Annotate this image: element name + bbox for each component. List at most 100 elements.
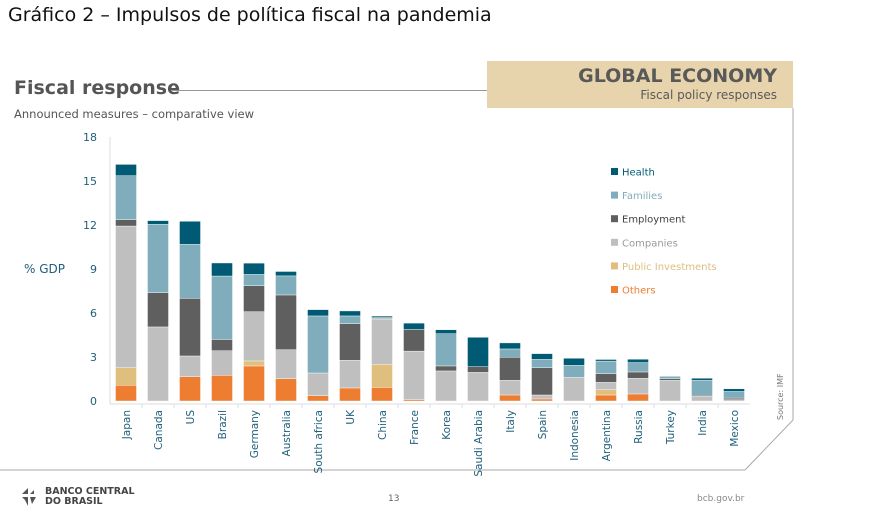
- bar-segment-companies: [659, 380, 681, 402]
- bar-segment-others: [339, 387, 361, 402]
- bar-segment-families: [563, 365, 585, 378]
- bar-segment-companies: [371, 318, 393, 365]
- bar-segment-families: [691, 380, 713, 396]
- y-tick-label: 9: [90, 263, 97, 276]
- legend-item-health: Health: [611, 168, 655, 179]
- bar-segment-public-investments: [115, 367, 137, 386]
- bar-segment-companies: [563, 377, 585, 402]
- bar-segment-others: [179, 376, 201, 402]
- x-tick-label: Canada: [153, 410, 165, 450]
- bar-segment-employment: [243, 285, 265, 312]
- bar-segment-health: [179, 221, 201, 245]
- bar-segment-others: [243, 365, 265, 402]
- bar-segment-health: [467, 337, 489, 367]
- bar-segment-families: [243, 274, 265, 286]
- bar-stack-south-africa: [307, 309, 329, 402]
- bar-stack-canada: [147, 220, 169, 402]
- legend-item-companies: Companies: [611, 238, 678, 249]
- bar-segment-health: [115, 164, 137, 176]
- bar-segment-families: [147, 224, 169, 293]
- bar-stack-us: [179, 221, 201, 402]
- bar-segment-employment: [147, 292, 169, 328]
- banner-title: GLOBAL ECONOMY: [578, 65, 777, 87]
- bar-segment-health: [563, 358, 585, 366]
- x-tick-label: China: [377, 410, 389, 440]
- bar-segment-families: [275, 275, 297, 296]
- bar-segment-families: [307, 315, 329, 374]
- bar-segment-public-investments: [243, 360, 265, 367]
- legend-item-families: Families: [611, 191, 662, 202]
- bar-segment-others: [595, 394, 617, 402]
- frame-diagonal: [744, 419, 794, 471]
- bar-segment-employment: [659, 378, 681, 381]
- bar-segment-health: [531, 353, 553, 360]
- y-tick-label: 12: [83, 219, 97, 232]
- legend-swatch: [611, 286, 618, 293]
- page-number: 13: [388, 494, 400, 504]
- x-tick-label: Spain: [537, 410, 549, 439]
- bar-segment-families: [115, 175, 137, 220]
- legend-swatch: [611, 262, 618, 270]
- bar-stack-brazil: [211, 262, 233, 402]
- bar-segment-families: [659, 376, 681, 379]
- bar-segment-public-investments: [371, 364, 393, 388]
- legend-label: Companies: [622, 238, 678, 249]
- x-tick-label: Turkey: [665, 410, 677, 445]
- legend-item-employment: Employment: [611, 215, 685, 226]
- bar-stack-korea: [435, 329, 457, 402]
- bar-segment-families: [211, 275, 233, 340]
- bar-segment-families: [499, 348, 521, 358]
- bar-segment-families: [723, 391, 745, 399]
- legend-swatch: [611, 215, 618, 223]
- x-tick-label: Russia: [633, 410, 645, 444]
- x-tick-label: Australia: [281, 410, 293, 456]
- x-tick-label: Indonesia: [569, 410, 581, 461]
- bar-stack-uk: [339, 310, 361, 402]
- bar-segment-families: [531, 359, 553, 368]
- bar-segment-health: [147, 220, 169, 225]
- bar-segment-employment: [115, 219, 137, 227]
- bar-segment-health: [435, 329, 457, 334]
- website-link[interactable]: bcb.gov.br: [697, 494, 745, 504]
- bar-segment-families: [627, 362, 649, 373]
- bar-segment-companies: [467, 372, 489, 402]
- bar-segment-others: [531, 398, 553, 402]
- title-divider: [172, 90, 488, 91]
- bar-segment-employment: [403, 329, 425, 352]
- legend-label: Others: [622, 286, 656, 297]
- bar-segment-companies: [179, 355, 201, 377]
- bar-segment-health: [371, 315, 393, 318]
- bar-segment-employment: [211, 339, 233, 351]
- legend-label: Health: [622, 168, 655, 179]
- bar-segment-health: [499, 342, 521, 350]
- slide-title: Fiscal response: [14, 77, 180, 99]
- x-tick-label: Brazil: [217, 410, 229, 439]
- bar-stack-indonesia: [563, 358, 585, 402]
- bar-segment-health: [211, 262, 233, 277]
- bar-stack-japan: [115, 164, 137, 402]
- y-tick-label: 18: [83, 131, 97, 144]
- bar-segment-companies: [307, 372, 329, 396]
- slide-subtitle: Announced measures – comparative view: [14, 107, 255, 121]
- bar-segment-employment: [595, 373, 617, 383]
- bar-stack-mexico: [723, 388, 745, 402]
- legend-swatch: [611, 191, 618, 199]
- x-tick-label: Mexico: [729, 410, 741, 447]
- bar-segment-families: [179, 244, 201, 299]
- bar-stack-china: [371, 315, 393, 402]
- bar-segment-companies: [531, 394, 553, 400]
- bar-segment-health: [403, 322, 425, 330]
- bar-segment-health: [595, 359, 617, 362]
- y-tick-label: 15: [83, 175, 97, 188]
- bar-segment-others: [275, 378, 297, 402]
- bar-stack-russia: [627, 359, 649, 402]
- bar-segment-employment: [499, 357, 521, 381]
- bar-segment-companies: [115, 225, 137, 368]
- legend-label: Employment: [622, 215, 685, 226]
- bar-stack-saudi-arabia: [467, 337, 489, 402]
- bar-stack-spain: [531, 353, 553, 402]
- legend-label: Families: [622, 191, 662, 202]
- x-tick-label: India: [697, 410, 709, 436]
- legend-item-others: Others: [611, 286, 656, 297]
- bar-stack-turkey: [659, 376, 681, 402]
